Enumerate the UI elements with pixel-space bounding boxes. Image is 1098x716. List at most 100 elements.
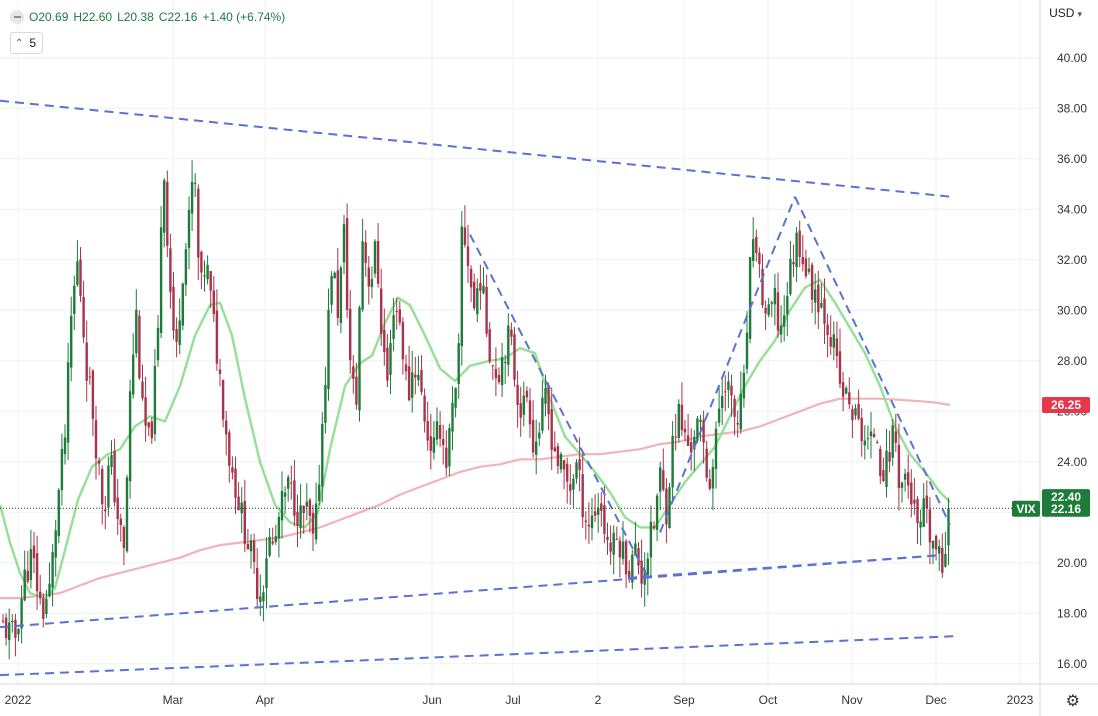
- candle-body: [159, 227, 163, 333]
- trendline[interactable]: [794, 196, 951, 526]
- trendline[interactable]: [627, 554, 941, 579]
- candle-body: [755, 236, 758, 254]
- candle-body: [631, 554, 634, 583]
- candle-body: [724, 391, 727, 393]
- candle-body: [70, 315, 73, 368]
- candle-body: [163, 180, 166, 233]
- candle-body: [85, 342, 88, 381]
- candle-body: [705, 448, 708, 478]
- candle-body: [438, 425, 442, 439]
- candle-body: [197, 188, 200, 258]
- price-axis-background[interactable]: [1040, 0, 1098, 716]
- candle-body: [200, 251, 203, 273]
- candle-body: [925, 495, 928, 509]
- interval-selector[interactable]: ⌃ 5: [10, 32, 44, 54]
- y-tick-label: 28.00: [1057, 354, 1087, 368]
- candle-body: [838, 351, 842, 384]
- candle-body: [35, 553, 39, 592]
- candle-body: [194, 182, 197, 184]
- candle-body: [398, 309, 401, 323]
- candle-body: [51, 552, 54, 588]
- candle-body: [367, 267, 370, 287]
- x-tick-label: Mar: [163, 693, 184, 707]
- trendline[interactable]: [0, 635, 959, 677]
- candle-body: [460, 226, 463, 347]
- candle-body: [479, 282, 482, 291]
- candle-body: [166, 181, 169, 246]
- candle-body: [423, 395, 426, 422]
- candle-body: [218, 369, 222, 374]
- candle-body: [888, 452, 891, 462]
- y-tick-label: 16.00: [1057, 657, 1087, 671]
- candle-body: [125, 477, 129, 552]
- candle-body: [649, 521, 653, 558]
- candle-body: [414, 374, 417, 378]
- candle-body: [184, 249, 188, 285]
- candle-body: [345, 218, 349, 311]
- candle-body: [383, 329, 386, 353]
- candle-body: [321, 423, 324, 487]
- candle-body: [736, 423, 739, 425]
- candle-body: [212, 290, 215, 315]
- candle-body: [231, 467, 234, 473]
- y-tick-label: 38.00: [1057, 101, 1087, 115]
- candle-body: [203, 275, 206, 277]
- candle-body: [14, 619, 17, 638]
- candle-body: [575, 462, 578, 479]
- candle-body: [507, 325, 510, 365]
- candle-body: [817, 284, 820, 313]
- candle-body: [376, 241, 380, 284]
- candle-body: [562, 460, 566, 470]
- time-axis-background[interactable]: [0, 684, 1098, 716]
- candle-body: [249, 540, 253, 552]
- settings-gear-icon[interactable]: ⚙: [1065, 693, 1080, 710]
- candle-body: [857, 403, 860, 419]
- y-tick-label: 30.00: [1057, 303, 1087, 317]
- candle-body: [156, 327, 160, 361]
- collapse-legend-icon[interactable]: [10, 10, 24, 24]
- candle-body: [29, 549, 33, 580]
- ma-long-badge-background: [1042, 396, 1090, 413]
- trendline[interactable]: [0, 99, 951, 198]
- candle-body: [603, 505, 606, 534]
- candle-body: [789, 258, 792, 295]
- candle-body: [593, 511, 597, 516]
- trendlines[interactable]: [0, 99, 959, 677]
- candle-body: [26, 570, 29, 582]
- candle-body: [621, 541, 625, 559]
- candle-body: [128, 391, 132, 482]
- candle-body: [612, 532, 615, 555]
- candle-body: [903, 473, 907, 480]
- candle-body: [237, 496, 240, 511]
- y-tick-label: 40.00: [1057, 51, 1087, 65]
- candle-body: [302, 505, 305, 514]
- candle-body: [931, 540, 935, 549]
- candle-body: [693, 437, 696, 450]
- candle-body: [4, 617, 8, 639]
- candle-body: [640, 560, 643, 584]
- candle-body: [531, 420, 535, 453]
- candle-body: [671, 435, 674, 488]
- candle-body: [324, 384, 327, 423]
- candle-body: [246, 543, 250, 550]
- candle-body: [934, 535, 938, 550]
- candle-body: [473, 281, 476, 309]
- candle-body: [618, 540, 622, 558]
- candle-body: [225, 420, 228, 435]
- candle-body: [798, 230, 801, 257]
- trendline[interactable]: [469, 234, 649, 579]
- candle-body: [876, 442, 879, 444]
- moving-average-long: [0, 397, 951, 600]
- x-tick-label: Apr: [256, 693, 275, 707]
- candle-body: [1, 620, 5, 622]
- trendline[interactable]: [659, 196, 796, 533]
- candle-body: [624, 541, 628, 575]
- candle-body: [820, 303, 823, 308]
- currency-selector[interactable]: USD ▾: [1049, 6, 1082, 20]
- candle-body: [361, 241, 364, 310]
- candle-body: [628, 570, 631, 577]
- candle-body: [11, 620, 14, 623]
- candle-body: [900, 482, 904, 488]
